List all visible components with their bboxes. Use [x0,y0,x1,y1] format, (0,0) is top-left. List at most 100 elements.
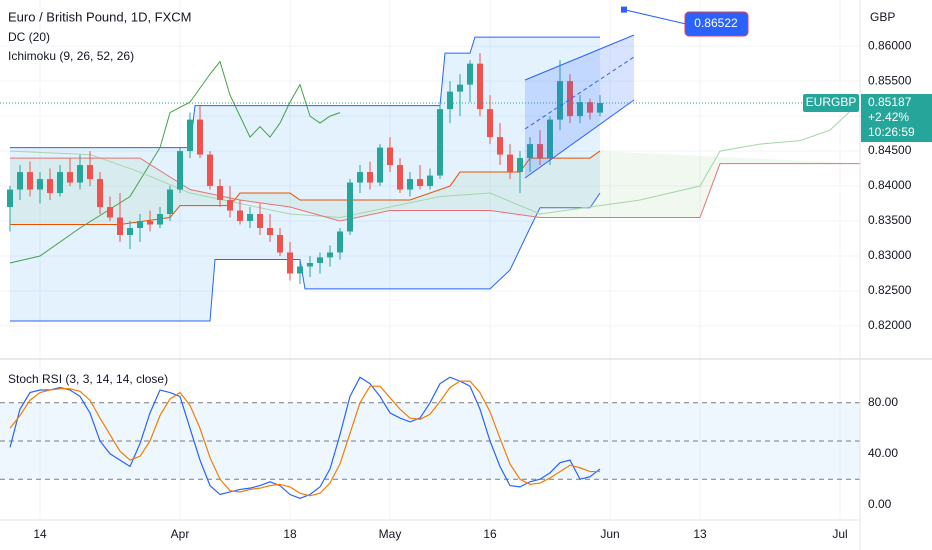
chart-title: Euro / British Pound, 1D, FXCM [8,9,192,24]
indicator-fill [10,151,860,225]
indicator-line [9,60,341,264]
candle-body [137,221,143,229]
last-price: 0.85187 [868,95,912,109]
legend: Ichimoku (9, 26, 52, 26) [8,49,134,63]
candle-body [457,84,463,92]
annotation-handle [621,6,627,13]
candle-body [497,137,503,155]
change: +2.42% [868,110,909,124]
currency: GBP [870,10,895,24]
candle-body [227,200,233,211]
candle-body [357,172,363,183]
x-tick-label: Jun [600,527,619,541]
y-tick-label: 0.83000 [868,248,912,262]
indicator-line [9,101,861,219]
candle-body [187,119,193,152]
candle-body [47,179,53,194]
symbol: EURGBP [806,95,857,109]
candle-body [407,179,413,190]
candle-body [437,109,443,176]
channel-mid [524,56,635,130]
candle-body [527,144,533,159]
y-tick-label: 0.00 [868,497,892,511]
stoch-title: Stoch RSI (3, 3, 14, 14, close) [8,372,168,386]
x-tick-label: Jul [832,527,847,541]
candle-body [307,262,313,267]
series-line [9,376,601,499]
legend: DC (20) [8,30,50,44]
candle-body [327,252,333,258]
channel-fill [525,35,634,178]
x-tick-label: May [379,527,402,541]
candle-body [97,179,103,208]
candle-body [167,189,173,215]
y-tick-label: 40.00 [868,446,898,460]
indicator-line [10,150,601,226]
candle-body [37,179,43,190]
y-tick-label: 80.00 [868,395,898,409]
countdown: 10:26:59 [868,125,915,139]
candle-body [177,151,183,190]
candle-body [487,109,493,138]
candle-body [467,63,473,85]
channel-line [524,99,635,179]
candle-body [237,210,243,222]
candle-body [597,103,603,113]
candle-body [147,221,153,225]
symbol-tag [803,94,859,113]
indicator-line [10,192,601,322]
candle-body [567,81,573,117]
candle-body [197,119,203,155]
candle-body [347,182,353,232]
x-tick-label: 14 [33,527,47,541]
candle-body [417,179,423,187]
y-tick-label: 0.84000 [868,178,912,192]
candle-body [537,144,543,159]
candle-body [277,235,283,253]
candle-body [127,228,133,236]
x-tick-label: 16 [483,527,497,541]
candle-body [517,158,523,173]
y-tick-label: 0.83500 [868,213,912,227]
candle-body [287,252,293,274]
candle-body [577,102,583,117]
candle-body [77,165,83,183]
y-tick-label: 0.82500 [868,283,912,297]
candle-body [257,214,263,229]
candle-body [7,189,13,208]
y-tick-label: 0.86000 [868,38,912,52]
candle-body [67,172,73,183]
level-band [0,402,860,480]
annotation-box [684,11,749,37]
x-tick-label: 13 [693,527,707,541]
candle-body [117,217,123,236]
candle-body [247,214,253,222]
candle-body [377,147,383,183]
candle-body [477,63,483,110]
x-tick-label: Apr [171,527,190,541]
y-tick-label: 0.84500 [868,143,912,157]
candle-body [17,172,23,190]
candle-body [587,102,593,113]
candle-body [107,207,113,218]
x-tick-label: 18 [283,527,297,541]
annotation-label: 0.86522 [694,16,738,30]
candle-body [207,154,213,187]
candle-body [557,81,563,120]
candle-body [297,266,303,274]
candle-body [317,257,323,263]
candle-body [427,175,433,187]
candle-body [87,165,93,180]
series-line [9,380,600,497]
candle-body [267,228,273,236]
price-tag [861,94,932,143]
candle-body [447,91,453,110]
y-tick-label: 0.82000 [868,318,912,332]
candle-body [547,119,553,159]
candle-body [27,172,33,190]
candle-body [217,186,223,201]
y-tick-label: 0.85500 [868,73,912,87]
